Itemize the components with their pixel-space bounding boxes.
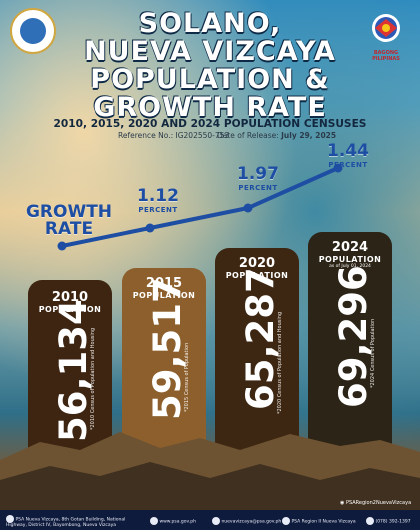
footer-facebook[interactable]: PSA Region II Nueva Vizcaya xyxy=(282,517,356,525)
card-2015-year: 2015 xyxy=(145,276,183,291)
card-2015-label: POPULATION xyxy=(132,291,196,300)
release-date-value: July 29, 2025 xyxy=(281,131,337,140)
growth-rate-label-2: RATE xyxy=(44,219,94,239)
footer: PSA Nueva Vizcaya, 8th Gotan Building, N… xyxy=(0,510,420,530)
card-2015-source: *2015 Census of Population xyxy=(184,342,190,412)
growth-point-start xyxy=(57,241,67,251)
growth-2015-unit: PERCENT xyxy=(138,206,178,214)
location-icon xyxy=(6,515,14,523)
footer-facebook-text[interactable]: PSA Region II Nueva Vizcaya xyxy=(291,519,356,525)
card-2024-year: 2024 xyxy=(331,240,369,255)
growth-2020-unit: PERCENT xyxy=(238,184,278,192)
growth-2024: 1.44 PERCENT xyxy=(318,141,378,169)
camera-icon: ◉ xyxy=(340,500,345,506)
growth-rate-label: GROWTH RATE xyxy=(24,204,114,238)
card-2020-label: POPULATION xyxy=(225,271,289,280)
card-2010-year: 2010 xyxy=(51,290,89,305)
growth-rate-label-1: GROWTH xyxy=(25,202,113,222)
reference-number: Reference No.: IG202550-753 xyxy=(118,131,230,140)
growth-2024-value: 1.44 xyxy=(327,141,369,161)
card-2024-source: *2024 Census of Population xyxy=(370,318,376,388)
card-2020: 2020 POPULATION 65,287 *2020 Census of P… xyxy=(215,248,299,470)
card-2015: 2015 POPULATION 59,517 *2015 Census of P… xyxy=(122,268,206,470)
globe-icon xyxy=(150,517,158,525)
footer-phone-text: (078) 392-1397 xyxy=(375,519,411,525)
card-2024-label: POPULATION xyxy=(318,255,382,264)
growth-2015: 1.12 PERCENT xyxy=(128,186,188,214)
card-2020-year: 2020 xyxy=(238,256,276,271)
phone-icon xyxy=(366,517,374,525)
card-2010: 2010 POPULATION 56,134 *2010 Census of P… xyxy=(28,280,112,470)
card-2020-source: *2020 Census of Population and Housing xyxy=(277,311,283,414)
card-2024: 2024 POPULATION as of July 01, 2024 69,2… xyxy=(308,232,392,470)
mountain-backdrop xyxy=(0,432,420,510)
social-handle-text: PSARegion2NuevaVizcaya xyxy=(345,500,412,506)
growth-2020: 1.97 PERCENT xyxy=(228,164,288,192)
growth-2024-unit: PERCENT xyxy=(328,161,368,169)
card-2015-value: 59,517 xyxy=(146,277,189,420)
footer-address-text: PSA Nueva Vizcaya, 8th Gotan Building, N… xyxy=(6,517,126,528)
footer-address: PSA Nueva Vizcaya, 8th Gotan Building, N… xyxy=(6,515,146,528)
footer-email[interactable]: nuevavizcaya@psa.gov.ph xyxy=(212,517,281,525)
growth-2020-value: 1.97 xyxy=(237,164,279,184)
facebook-icon xyxy=(282,517,290,525)
card-2024-value: 69,296 xyxy=(332,265,375,408)
social-handle: ◉ PSARegion2NuevaVizcaya xyxy=(340,500,411,506)
psa-logo-emblem xyxy=(20,18,46,44)
subtitle: 2010, 2015, 2020 AND 2024 POPULATION CEN… xyxy=(53,118,367,130)
footer-website[interactable]: www.psa.gov.ph xyxy=(150,517,196,525)
title-line-4: GROWTH RATE xyxy=(93,92,327,123)
release-label: Date of Release: xyxy=(217,131,282,140)
footer-phone: (078) 392-1397 xyxy=(366,517,411,525)
title-line-3: POPULATION & xyxy=(90,64,330,95)
bagong-pilipinas-logo: BAGONG PILIPINAS xyxy=(362,10,410,62)
card-2010-source: *2010 Census of Population and Housing xyxy=(90,327,96,430)
mail-icon xyxy=(212,517,220,525)
growth-point-2024 xyxy=(333,163,343,173)
bagong-pilipinas-text: BAGONG PILIPINAS xyxy=(372,50,400,62)
footer-website-text[interactable]: www.psa.gov.ph xyxy=(159,519,196,525)
growth-point-2020 xyxy=(243,203,253,213)
bagong-pilipinas-icon xyxy=(372,14,400,42)
growth-line xyxy=(60,166,340,248)
card-2024-as-of: as of July 01, 2024 xyxy=(329,264,371,269)
card-2010-label: POPULATION xyxy=(38,305,102,314)
growth-point-2015 xyxy=(145,223,155,233)
title-line-2: NUEVA VIZCAYA xyxy=(84,36,336,67)
psa-logo xyxy=(10,8,56,54)
card-2020-value: 65,287 xyxy=(239,267,282,410)
footer-email-text[interactable]: nuevavizcaya@psa.gov.ph xyxy=(221,519,282,525)
release-date: Date of Release: July 29, 2025 xyxy=(217,131,336,140)
title-line-1: SOLANO, xyxy=(138,8,282,39)
growth-2015-value: 1.12 xyxy=(137,186,179,206)
